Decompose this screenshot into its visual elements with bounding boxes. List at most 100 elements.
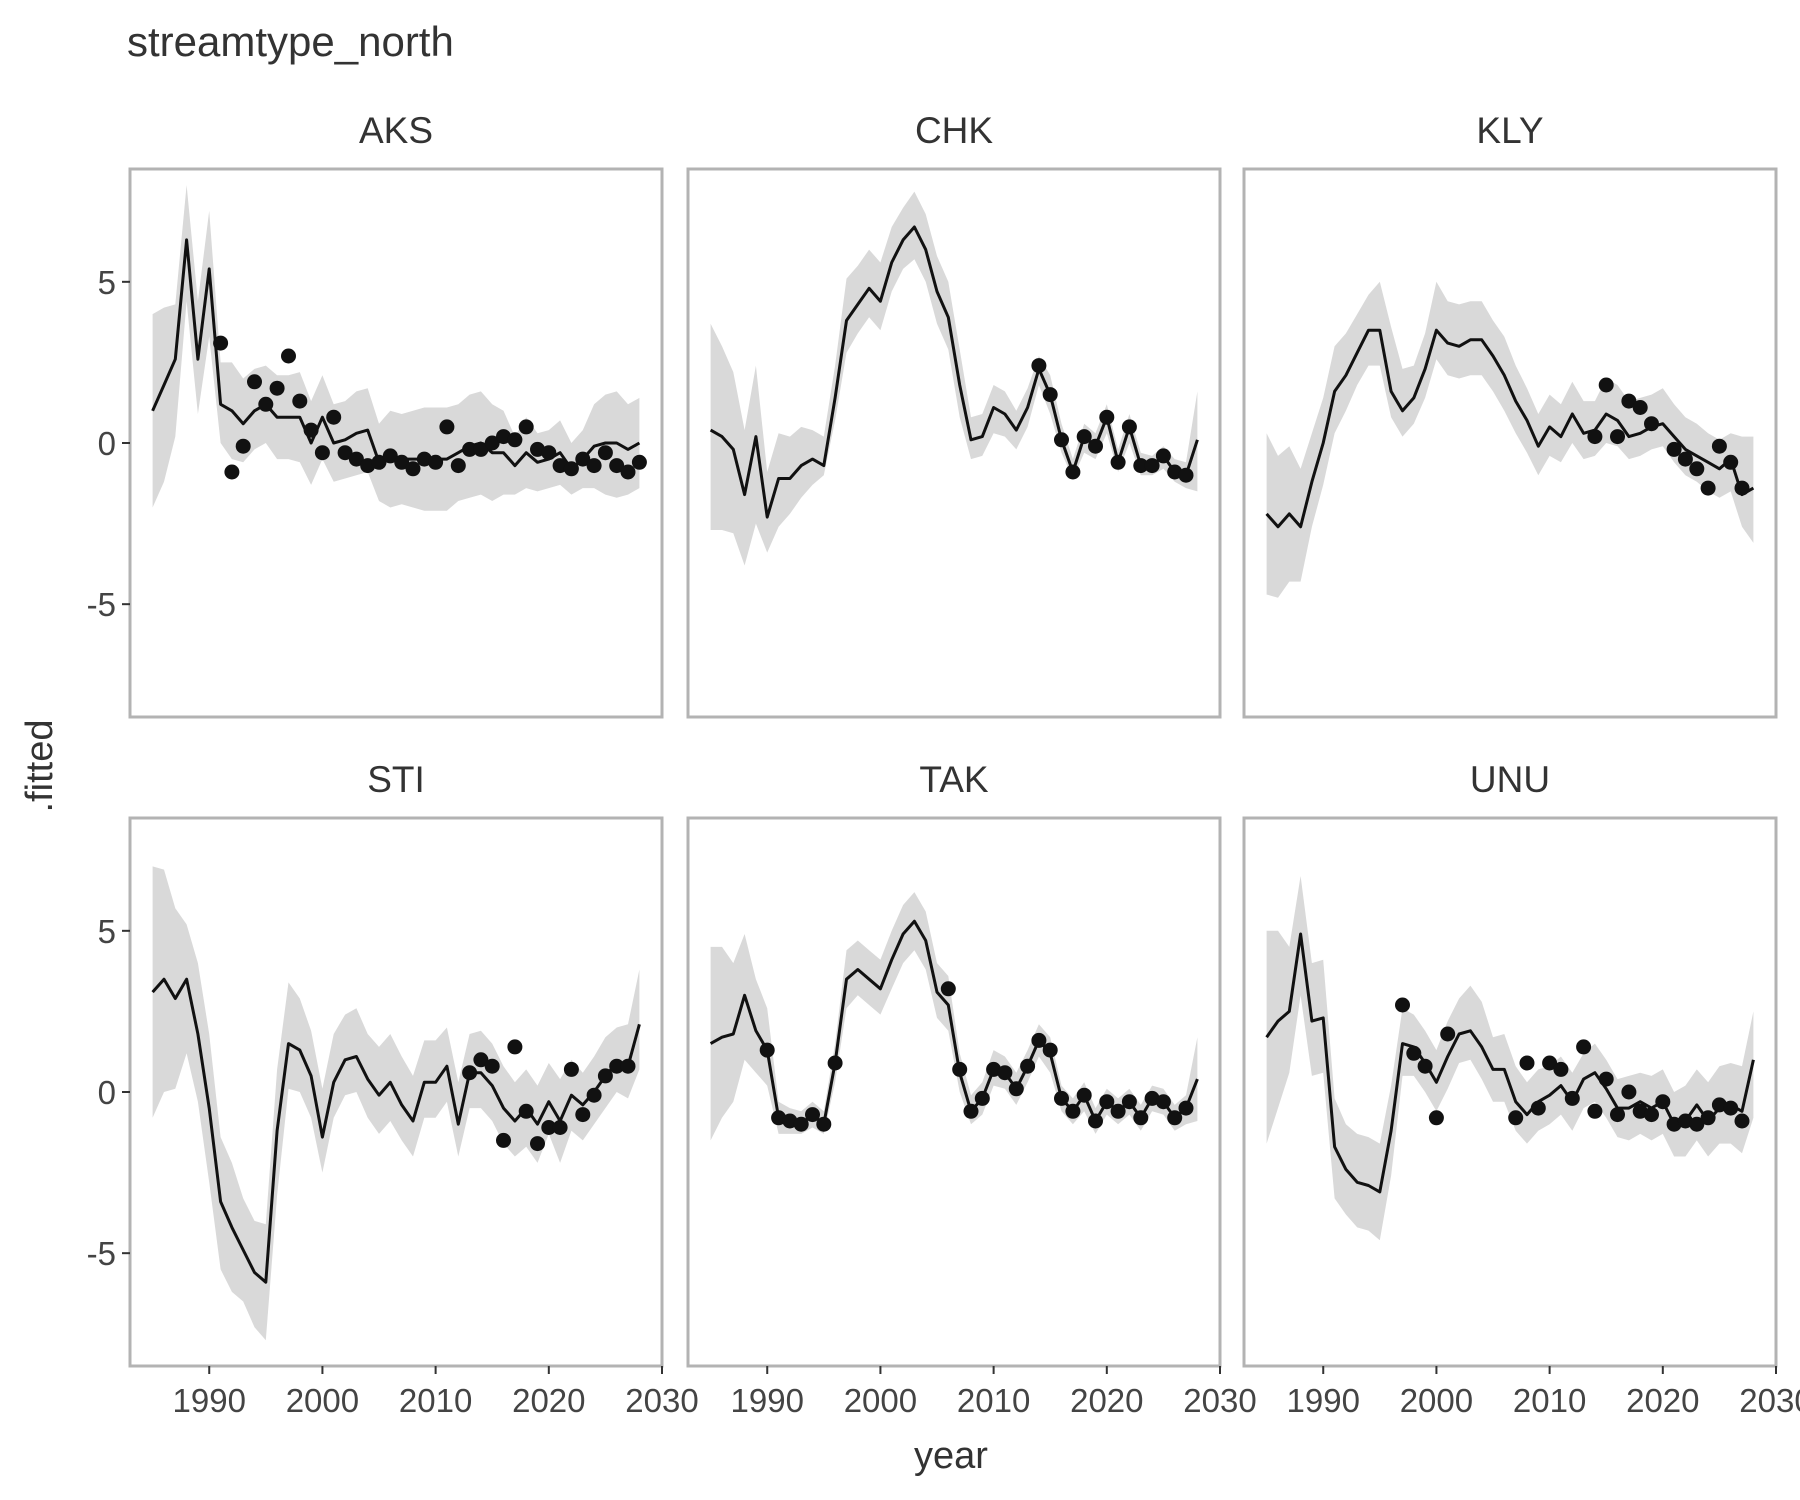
observed-point bbox=[1099, 1094, 1115, 1110]
observed-point bbox=[1734, 1113, 1750, 1129]
observed-point bbox=[552, 458, 568, 474]
observed-point bbox=[563, 1061, 579, 1077]
observed-point bbox=[1519, 1055, 1535, 1071]
observed-point bbox=[382, 448, 398, 464]
observed-point bbox=[771, 1110, 787, 1126]
observed-point bbox=[782, 1113, 798, 1129]
observed-point bbox=[609, 1058, 625, 1074]
observed-point bbox=[1042, 1042, 1058, 1058]
observed-point bbox=[586, 458, 602, 474]
observed-point bbox=[1008, 1081, 1024, 1097]
observed-point bbox=[986, 1061, 1002, 1077]
fitted-line-sti bbox=[151, 977, 641, 1284]
observed-point bbox=[1031, 1032, 1047, 1048]
x-tick-label: 2020 bbox=[1070, 1382, 1143, 1419]
observed-point bbox=[620, 464, 636, 480]
y-tick-label: -5 bbox=[87, 1235, 116, 1272]
observed-point bbox=[314, 445, 330, 461]
observed-point bbox=[258, 396, 274, 412]
observed-point bbox=[1088, 1113, 1103, 1129]
observed-point bbox=[213, 335, 229, 351]
y-tick-label: 0 bbox=[98, 425, 116, 462]
observed-point bbox=[1054, 432, 1069, 448]
observed-point bbox=[450, 458, 466, 474]
observed-point bbox=[1530, 1100, 1546, 1116]
observed-point bbox=[1178, 467, 1194, 483]
facet-sti: STI -5 0 5 1990 2000 2010 2020 2030 bbox=[87, 759, 699, 1419]
observed-point bbox=[473, 1052, 489, 1068]
observed-point bbox=[827, 1055, 843, 1071]
observed-point bbox=[1542, 1055, 1558, 1071]
observed-point bbox=[1133, 458, 1149, 474]
observed-point bbox=[281, 348, 296, 364]
observed-point bbox=[631, 454, 647, 470]
observed-point bbox=[963, 1103, 979, 1119]
chart-title: streamtype_north bbox=[127, 18, 454, 65]
observed-point bbox=[530, 441, 545, 457]
observed-point bbox=[1677, 451, 1693, 467]
observed-point bbox=[462, 1065, 478, 1081]
observed-point bbox=[1099, 409, 1115, 425]
observed-point bbox=[575, 451, 591, 467]
confidence-ribbon-sti bbox=[152, 866, 640, 1341]
observed-point bbox=[462, 441, 478, 457]
observed-point bbox=[793, 1116, 809, 1132]
observed-point bbox=[1088, 438, 1103, 454]
observed-point bbox=[1700, 480, 1716, 496]
observed-point bbox=[1121, 419, 1137, 435]
observed-point bbox=[1655, 1094, 1671, 1110]
facet-tak: TAK 1990 2000 2010 2020 2030 bbox=[686, 759, 1257, 1419]
y-tick-label: -5 bbox=[87, 586, 116, 623]
observed-point bbox=[269, 380, 285, 396]
observed-point bbox=[1700, 1110, 1716, 1126]
observed-point bbox=[1440, 1026, 1456, 1042]
observed-point bbox=[326, 409, 342, 425]
x-tick-label: 2010 bbox=[399, 1382, 472, 1419]
observed-point bbox=[247, 374, 262, 390]
observed-point bbox=[552, 1120, 568, 1135]
observed-point bbox=[1666, 1116, 1682, 1132]
x-tick-label: 2020 bbox=[512, 1382, 585, 1419]
observed-point bbox=[1054, 1090, 1069, 1106]
x-axis-title: year bbox=[914, 1435, 988, 1477]
observed-point bbox=[1677, 1113, 1693, 1129]
observed-point bbox=[974, 1090, 990, 1106]
observed-point bbox=[1155, 1094, 1171, 1110]
observed-point bbox=[1576, 1039, 1592, 1055]
observed-point bbox=[1723, 454, 1739, 470]
observed-point bbox=[292, 393, 308, 409]
observed-point bbox=[484, 1058, 500, 1074]
y-tick-label: 5 bbox=[98, 913, 116, 950]
facet-kly: KLY bbox=[1242, 110, 1778, 719]
observed-point bbox=[224, 464, 240, 480]
observed-point bbox=[1395, 997, 1410, 1013]
observed-point bbox=[1564, 1090, 1580, 1106]
observed-point bbox=[1121, 1094, 1137, 1110]
panel-border-chk bbox=[686, 167, 1222, 719]
observed-point bbox=[1598, 1071, 1614, 1087]
observed-point bbox=[1144, 1090, 1160, 1106]
fitted-line-kly bbox=[1265, 328, 1755, 529]
facet-panels: AKS -5 0 5 CHK KLY STI -5 0 5 1990 2000 2010 2020 2030… bbox=[87, 110, 1800, 1419]
observed-point bbox=[1406, 1045, 1422, 1061]
observed-point bbox=[1076, 1087, 1092, 1103]
x-tick-label: 2030 bbox=[1739, 1382, 1800, 1419]
facet-label-tak: TAK bbox=[919, 759, 989, 800]
observed-point bbox=[1020, 1058, 1036, 1074]
observed-point bbox=[816, 1116, 832, 1132]
y-tick-label: 0 bbox=[98, 1074, 116, 1111]
observed-point bbox=[360, 458, 376, 474]
x-tick-label: 2000 bbox=[1400, 1382, 1473, 1419]
confidence-ribbon-aks bbox=[152, 185, 640, 511]
observed-point bbox=[439, 419, 455, 435]
facet-chk: CHK bbox=[686, 110, 1222, 719]
y-tick-label: 5 bbox=[98, 264, 116, 301]
observed-point bbox=[1553, 1061, 1569, 1077]
observed-point bbox=[1167, 464, 1183, 480]
x-tick-label: 2020 bbox=[1626, 1382, 1699, 1419]
panel-border-kly bbox=[1242, 167, 1778, 719]
observed-point bbox=[1110, 454, 1126, 470]
observed-point bbox=[1723, 1100, 1739, 1116]
x-tick-label: 1990 bbox=[173, 1382, 246, 1419]
observed-point bbox=[1734, 480, 1750, 496]
